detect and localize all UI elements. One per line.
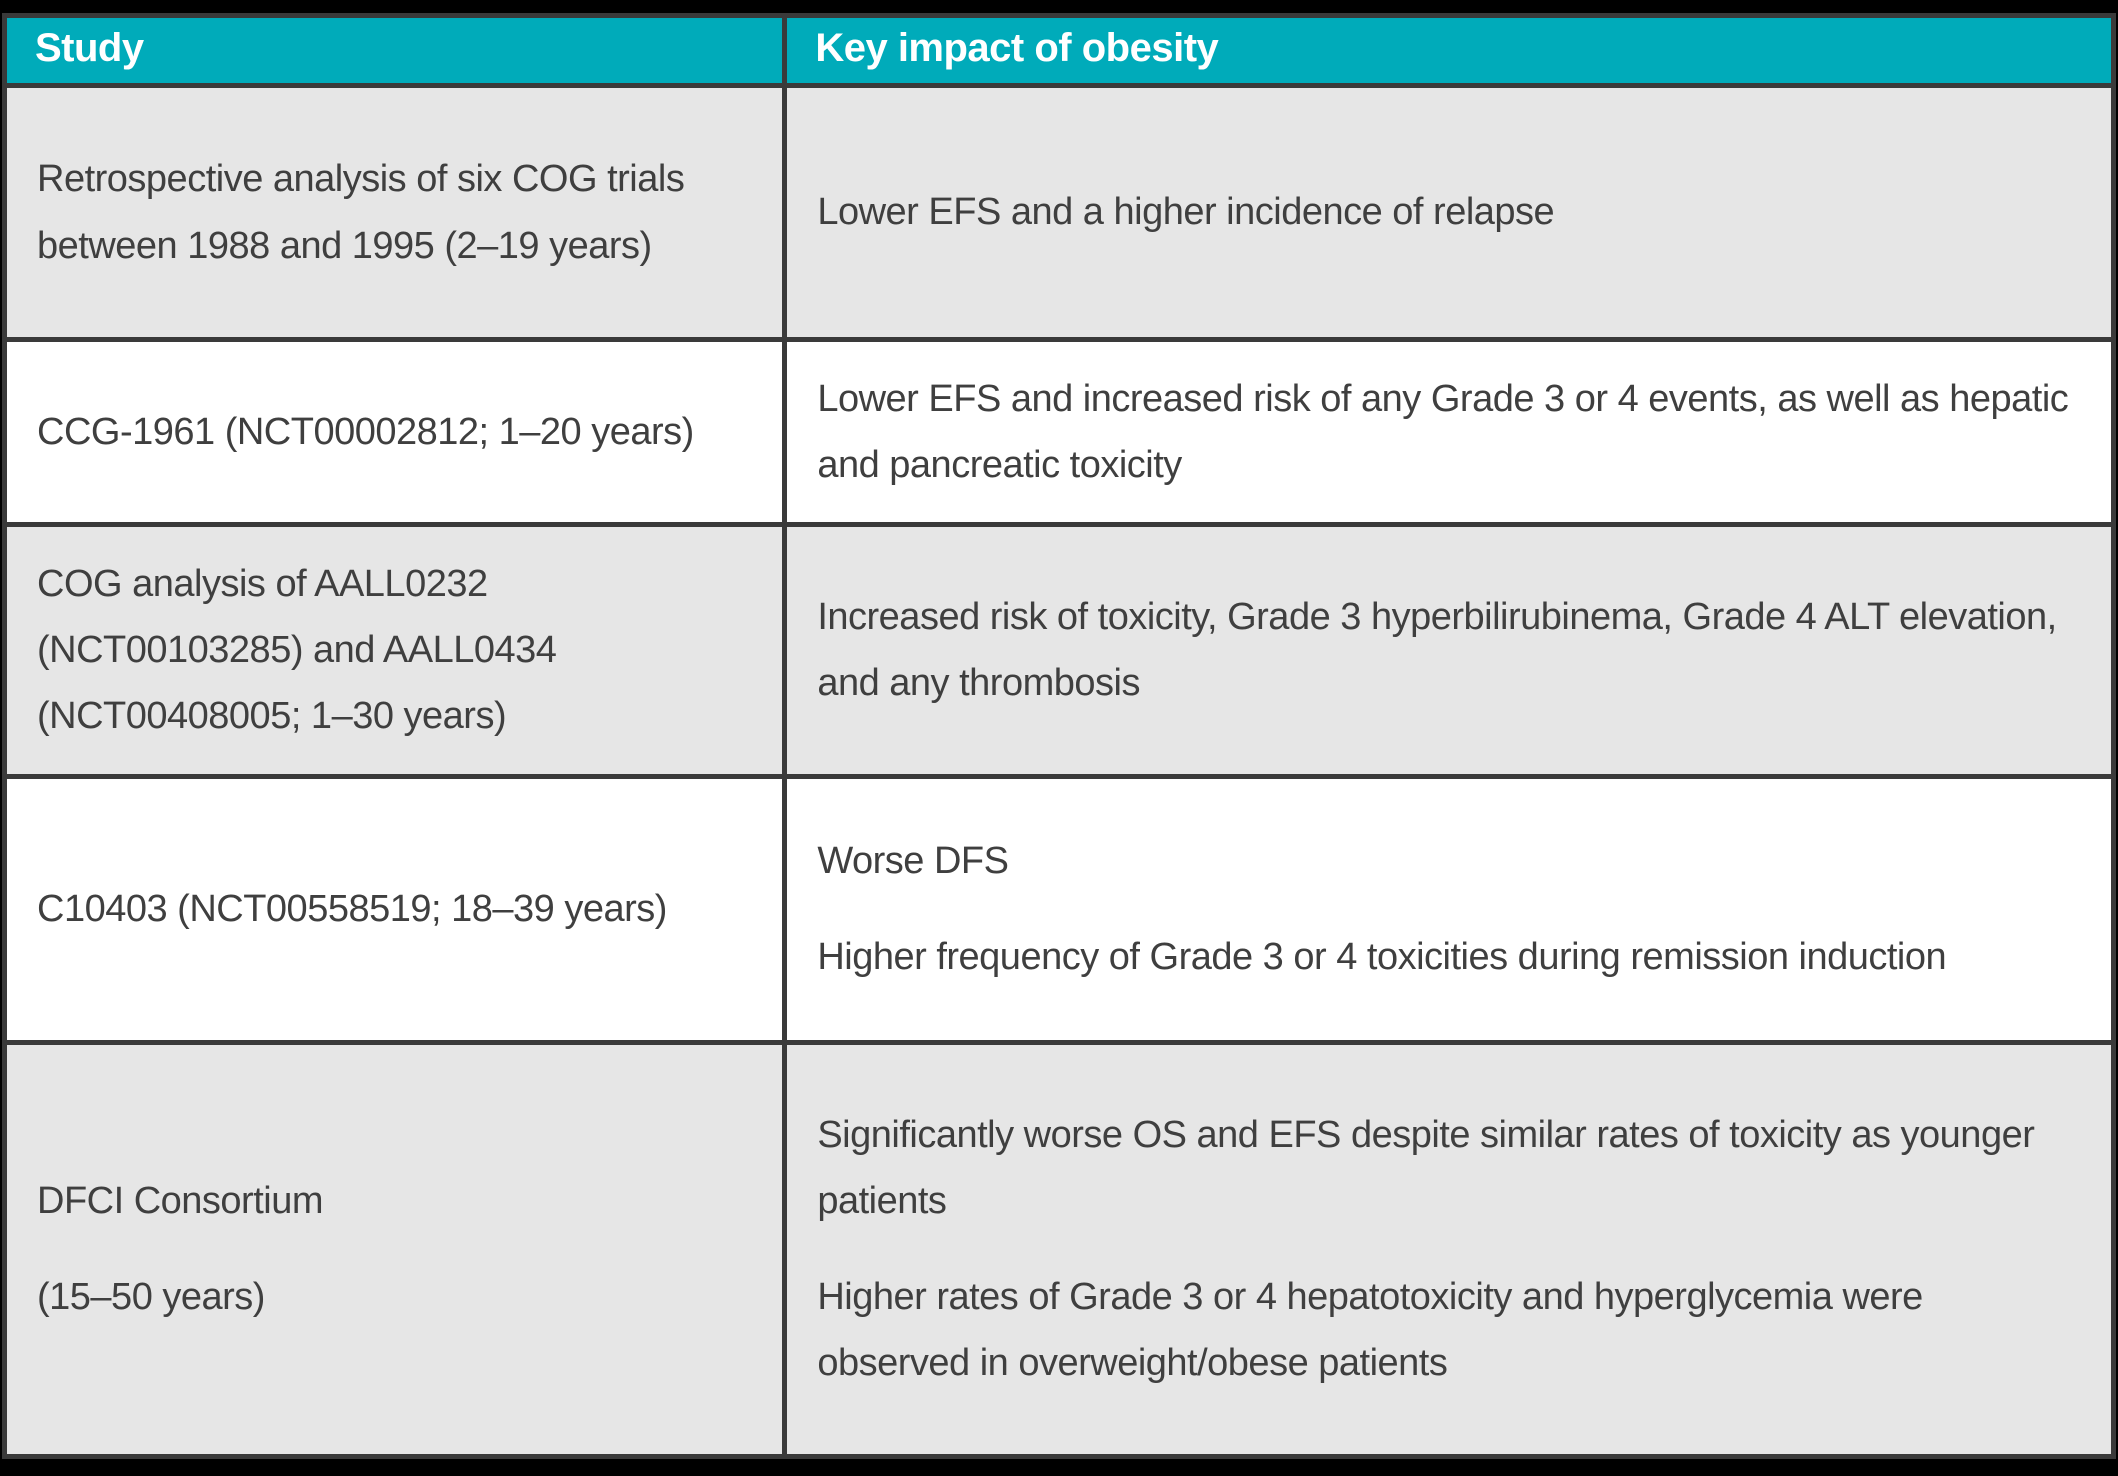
impact-cell: Lower EFS and increased risk of any Grad… (782, 336, 2116, 528)
study-cell: C10403 (NCT00558519; 18–39 years) (1, 773, 788, 1045)
impact-cell: Increased risk of toxicity, Grade 3 hype… (782, 522, 2116, 779)
cell-paragraph: (15–50 years) (37, 1276, 265, 1319)
table-row: COG analysis of AALL0232 (NCT00103285) a… (1, 522, 2116, 779)
cell-paragraph: Higher frequency of Grade 3 or 4 toxicit… (817, 936, 1947, 979)
column-header-impact: Key impact of obesity (782, 13, 2116, 88)
cell-paragraph: Retrospective analysis of six COG trials… (37, 158, 685, 267)
table-row: CCG-1961 (NCT00002812; 1–20 years) Lower … (1, 336, 2116, 528)
cell-paragraph: Worse DFS (817, 839, 1009, 882)
obesity-impact-table: Study Key impact of obesity Retrospectiv… (1, 13, 2116, 1459)
study-cell: DFCI Consortium (15–50 years) (1, 1039, 788, 1459)
cell-paragraph: C10403 (NCT00558519; 18–39 years) (37, 887, 667, 930)
cell-paragraph: Increased risk of toxicity, Grade 3 hype… (817, 596, 2057, 705)
table-body: Retrospective analysis of six COG trials… (1, 83, 2116, 1459)
header-row: Study Key impact of obesity (1, 13, 2116, 88)
table-row: Retrospective analysis of six COG trials… (1, 83, 2116, 342)
cell-paragraph: Higher rates of Grade 3 or 4 hepatotoxic… (817, 1276, 1923, 1385)
impact-cell: Significantly worse OS and EFS despite s… (782, 1039, 2116, 1459)
cell-paragraph: Significantly worse OS and EFS despite s… (817, 1113, 2035, 1222)
study-cell: CCG-1961 (NCT00002812; 1–20 years) (1, 336, 788, 528)
cell-paragraph: DFCI Consortium (37, 1179, 324, 1222)
table-row: DFCI Consortium (15–50 years) Significantl… (1, 1039, 2116, 1459)
cell-paragraph: COG analysis of AALL0232 (NCT00103285) a… (37, 563, 557, 738)
impact-cell: Worse DFS Higher frequency of Grade 3 or … (782, 773, 2116, 1045)
impact-cell: Lower EFS and a higher incidence of rela… (782, 83, 2116, 342)
cell-paragraph: Lower EFS and increased risk of any Grad… (817, 378, 2069, 487)
column-header-study: Study (1, 13, 788, 88)
study-cell: Retrospective analysis of six COG trials… (1, 83, 788, 342)
study-cell: COG analysis of AALL0232 (NCT00103285) a… (1, 522, 788, 779)
table-row: C10403 (NCT00558519; 18–39 years) Worse D… (1, 773, 2116, 1045)
cell-paragraph: CCG-1961 (NCT00002812; 1–20 years) (37, 411, 694, 454)
cell-paragraph: Lower EFS and a higher incidence of rela… (817, 191, 1555, 234)
